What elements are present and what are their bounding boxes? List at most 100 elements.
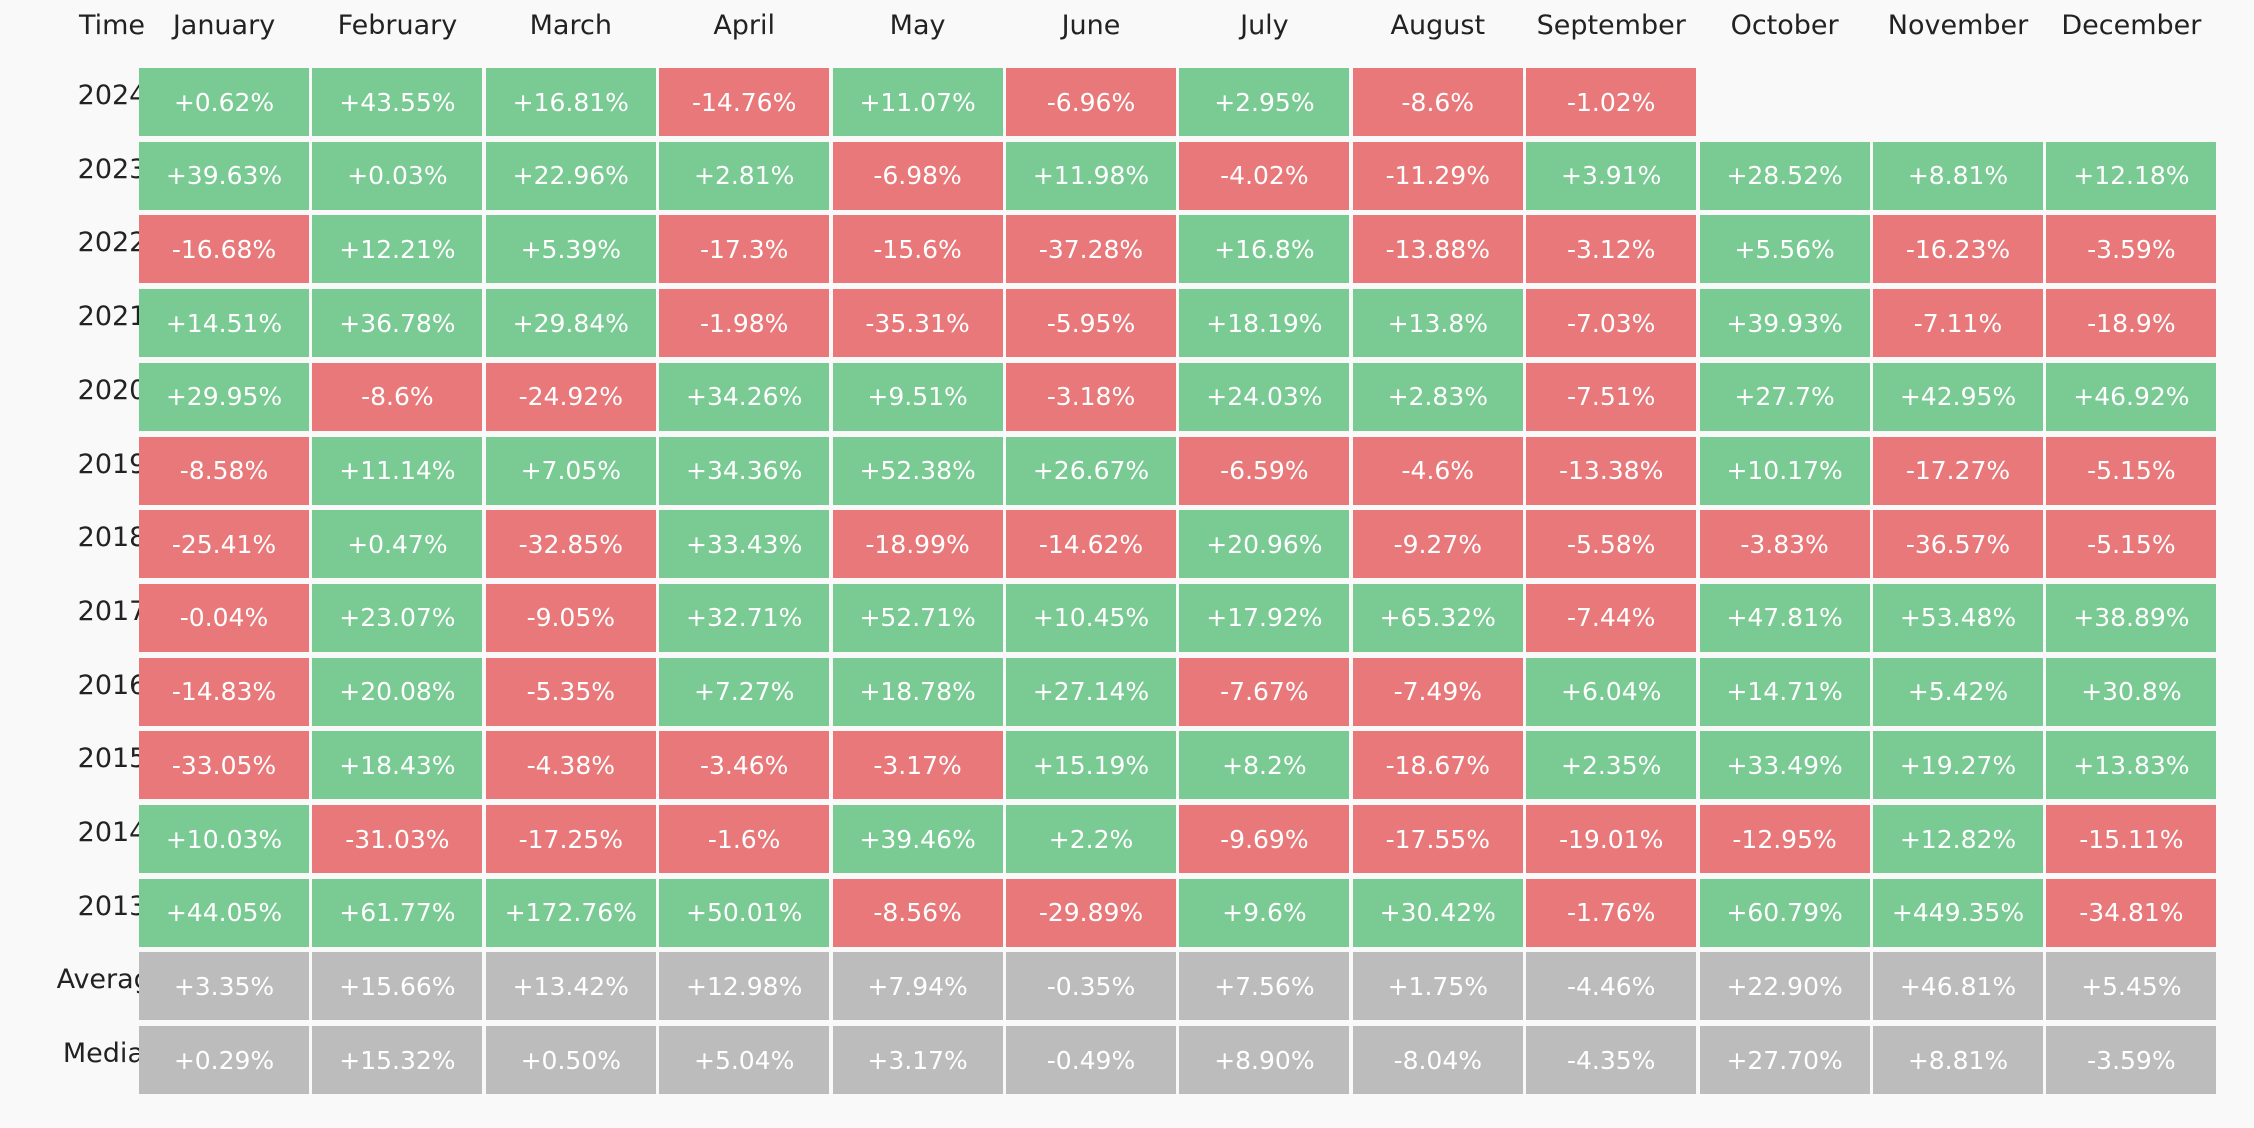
return-cell: +50.01% <box>659 878 830 947</box>
return-cell: -0.35% <box>1006 952 1176 1021</box>
return-cell: +27.70% <box>1699 1026 1870 1095</box>
return-cell: +44.05% <box>139 878 309 947</box>
return-cell: +18.19% <box>1179 289 1350 358</box>
return-cell: +172.76% <box>485 878 656 947</box>
return-cell: +15.32% <box>312 1026 483 1095</box>
return-cell: -17.25% <box>485 805 656 873</box>
column-header: February <box>337 10 458 41</box>
return-cell: -7.67% <box>1179 657 1350 726</box>
return-cell: +46.92% <box>2046 362 2217 431</box>
return-cell: +16.8% <box>1179 215 1350 284</box>
row-label: 2023 <box>77 153 147 185</box>
return-cell: +10.45% <box>1006 583 1176 652</box>
return-cell: +42.95% <box>1873 362 2043 431</box>
return-cell: +8.90% <box>1179 1026 1350 1095</box>
row-label: 2024 <box>77 80 147 111</box>
return-cell: +5.39% <box>485 215 656 284</box>
return-cell: -7.44% <box>1526 583 1697 652</box>
return-cell: -7.49% <box>1352 657 1523 726</box>
return-cell: -17.3% <box>659 215 830 284</box>
return-cell: +20.08% <box>312 657 483 726</box>
return-cell: +0.47% <box>312 510 483 579</box>
return-cell: +12.82% <box>1873 805 2043 873</box>
row-label: 2022 <box>77 227 147 259</box>
return-cell: +12.18% <box>2046 141 2217 210</box>
return-cell: +13.83% <box>2046 731 2217 800</box>
return-cell: +0.03% <box>312 141 483 210</box>
return-cell: +5.45% <box>2046 952 2217 1021</box>
return-cell: +13.42% <box>485 952 656 1021</box>
return-cell: +5.56% <box>1699 215 1870 284</box>
return-cell: -33.05% <box>139 731 309 800</box>
return-cell: -5.15% <box>2046 510 2217 579</box>
return-cell: +29.84% <box>485 289 656 358</box>
return-cell: +33.43% <box>659 510 830 579</box>
return-cell: -4.46% <box>1526 952 1697 1021</box>
return-cell: +34.36% <box>659 436 830 505</box>
return-cell: +11.98% <box>1006 141 1176 210</box>
return-cell: -17.27% <box>1873 436 2043 505</box>
return-cell: -29.89% <box>1006 878 1176 947</box>
return-cell: -15.11% <box>2046 805 2217 873</box>
return-cell: -18.9% <box>2046 289 2217 358</box>
return-cell: +15.66% <box>312 952 483 1021</box>
return-cell: +2.83% <box>1352 362 1523 431</box>
return-cell: -4.6% <box>1352 436 1523 505</box>
return-cell: +7.05% <box>485 436 656 505</box>
return-cell: +8.81% <box>1873 141 2043 210</box>
return-cell: +10.03% <box>139 805 309 873</box>
return-cell: +61.77% <box>312 878 483 947</box>
column-header: January <box>172 10 276 41</box>
return-cell: -15.6% <box>832 215 1003 284</box>
return-cell: -0.04% <box>139 583 309 652</box>
return-cell: +28.52% <box>1699 141 1870 210</box>
return-cell: -1.76% <box>1526 878 1697 947</box>
return-cell: +8.2% <box>1179 731 1350 800</box>
return-cell: +12.21% <box>312 215 483 284</box>
return-cell: +11.07% <box>832 68 1003 136</box>
return-cell: -7.11% <box>1873 289 2043 358</box>
return-cell: -9.69% <box>1179 805 1350 873</box>
return-cell: -3.17% <box>832 731 1003 800</box>
row-label: 2016 <box>77 669 147 701</box>
column-header: June <box>1061 10 1121 41</box>
return-cell: +30.8% <box>2046 657 2217 726</box>
return-cell: +9.6% <box>1179 878 1350 947</box>
return-cell: -13.38% <box>1526 436 1697 505</box>
return-cell: +33.49% <box>1699 731 1870 800</box>
return-cell: -3.18% <box>1006 362 1176 431</box>
return-cell: -24.92% <box>485 362 656 431</box>
column-header: August <box>1390 10 1486 41</box>
return-cell: -16.23% <box>1873 215 2043 284</box>
row-label: 2019 <box>77 448 147 480</box>
return-cell: +23.07% <box>312 583 483 652</box>
return-cell: -18.99% <box>832 510 1003 579</box>
return-cell: -1.98% <box>659 289 830 358</box>
return-cell: +9.51% <box>832 362 1003 431</box>
return-cell: -18.67% <box>1352 731 1523 800</box>
return-cell: +2.2% <box>1006 805 1176 873</box>
return-cell: +8.81% <box>1873 1026 2043 1095</box>
return-cell: +2.95% <box>1179 68 1350 136</box>
return-cell: +39.93% <box>1699 289 1870 358</box>
return-cell: +12.98% <box>659 952 830 1021</box>
row-label: 2013 <box>77 890 147 922</box>
return-cell: -34.81% <box>2046 878 2217 947</box>
return-cell: +2.81% <box>659 141 830 210</box>
return-cell: +3.17% <box>832 1026 1003 1095</box>
return-cell: -5.95% <box>1006 289 1176 358</box>
return-cell: +20.96% <box>1179 510 1350 579</box>
return-cell: +30.42% <box>1352 878 1523 947</box>
return-cell: -14.76% <box>659 68 830 136</box>
return-cell: -9.05% <box>485 583 656 652</box>
return-cell: +29.95% <box>139 362 309 431</box>
return-cell: -3.59% <box>2046 215 2217 284</box>
return-cell: -6.59% <box>1179 436 1350 505</box>
return-cell: +65.32% <box>1352 583 1523 652</box>
row-label: 2015 <box>77 743 147 775</box>
return-cell: +43.55% <box>312 68 483 136</box>
return-cell: -3.46% <box>659 731 830 800</box>
return-cell: +1.75% <box>1352 952 1523 1021</box>
return-cell: +22.96% <box>485 141 656 210</box>
return-cell: -11.29% <box>1352 141 1523 210</box>
